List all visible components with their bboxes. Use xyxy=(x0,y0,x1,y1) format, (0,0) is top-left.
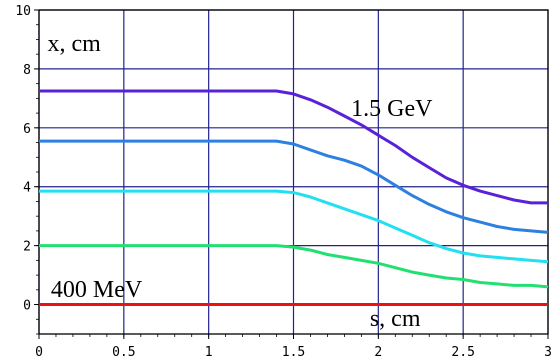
x-tick-label-6: 3 xyxy=(544,345,552,360)
series-line-3 xyxy=(39,244,549,289)
axes xyxy=(34,9,549,339)
y-tick-label-1: 2 xyxy=(23,240,31,255)
tick-labels: 0 0.5 1 1.5 2 2.5 3 0 2 4 6 8 10 xyxy=(15,4,552,360)
y-tick-label-0: 0 xyxy=(23,299,31,314)
series-line-0 xyxy=(39,89,548,205)
x-tick-label-2: 1 xyxy=(205,345,213,360)
x-tick-label-0: 0 xyxy=(35,345,43,360)
annotations: x, cm 1.5 GeV 400 MeV s, cm xyxy=(47,31,433,332)
series-line-1 xyxy=(39,139,549,234)
series-line-2 xyxy=(39,189,549,264)
series-lines xyxy=(39,89,549,306)
annotation-3: s, cm xyxy=(370,306,421,332)
y-tick-label-3: 6 xyxy=(23,122,31,137)
y-tick-label-4: 8 xyxy=(23,63,31,78)
annotation-1: 1.5 GeV xyxy=(351,96,433,122)
y-tick-label-2: 4 xyxy=(23,181,31,196)
x-tick-label-5: 2.5 xyxy=(451,345,474,360)
annotation-2: 400 MeV xyxy=(51,277,143,303)
annotation-0: x, cm xyxy=(47,31,101,57)
x-tick-label-1: 0.5 xyxy=(112,345,135,360)
x-tick-label-4: 2 xyxy=(374,345,382,360)
y-tick-label-5: 10 xyxy=(15,4,31,19)
x-tick-label-3: 1.5 xyxy=(282,345,305,360)
